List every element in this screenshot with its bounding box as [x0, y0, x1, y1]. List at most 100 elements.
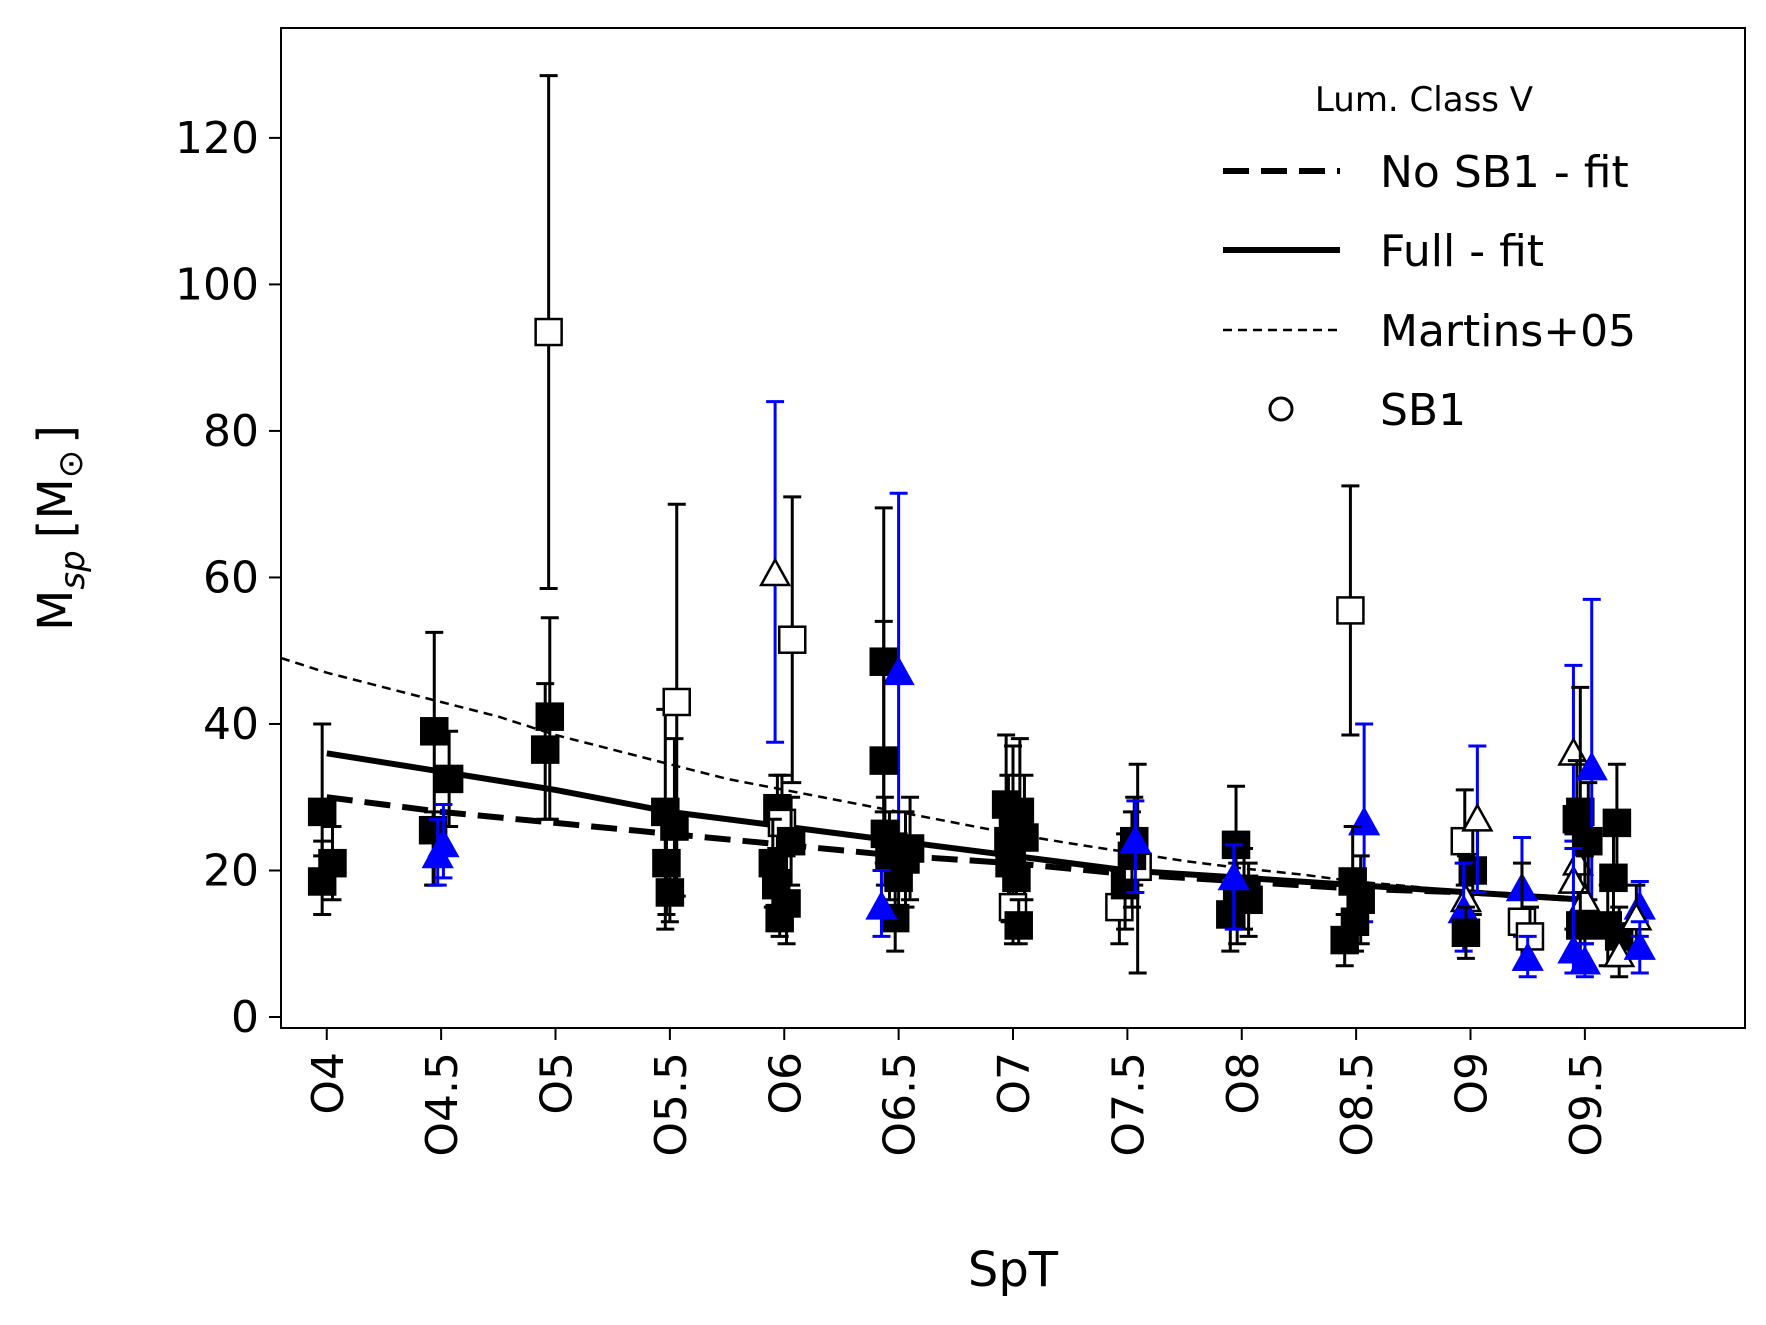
legend-title: Lum. Class V: [1315, 80, 1533, 120]
marker-square-56: [1336, 596, 1365, 625]
series-line-no-sb1-fit: [326, 794, 1586, 903]
y-axis-title-sun-symbol: ⊙: [51, 450, 91, 479]
marker-square-14: [662, 687, 691, 717]
x-tick-label-8: O8: [1218, 1052, 1269, 1115]
data-point-7: [427, 803, 460, 880]
marker-square-80: [1566, 911, 1595, 940]
marker-square-33: [895, 834, 925, 863]
legend-label-martins05: Martins+05: [1380, 306, 1636, 357]
data-point-10: [530, 682, 560, 821]
y-tick-label-80: 80: [203, 406, 259, 457]
data-point-15: [655, 854, 685, 924]
marker-square-5: [434, 764, 464, 794]
data-point-8: [534, 74, 563, 590]
legend: Lum. Class V No SB1 - fit Full - fit Mar…: [1223, 80, 1636, 436]
marker-square-41: [1002, 863, 1031, 893]
marker-triangle-77: [1575, 751, 1608, 781]
series-line-full-fit: [326, 750, 1586, 903]
data-point-5: [434, 729, 464, 829]
data-point-49: [1119, 799, 1152, 894]
marker-square-17: [778, 625, 807, 654]
y-axis-title: Msp [M⊙]: [28, 425, 93, 631]
data-point-54: [1234, 861, 1263, 938]
data-point-70: [1515, 905, 1545, 968]
data-point-34: [865, 868, 898, 938]
x-tick-label-11: O9.5: [1561, 1052, 1612, 1157]
x-tick-label-3: O5.5: [646, 1052, 697, 1157]
data-point-16: [758, 400, 792, 744]
marker-square-10: [530, 735, 560, 764]
marker-square-61: [1340, 907, 1370, 937]
marker-square-67: [1451, 918, 1481, 948]
marker-square-8: [534, 317, 563, 347]
marker-square-83: [1602, 808, 1632, 838]
data-point-82: [1568, 942, 1602, 979]
x-tick-label-2: O5: [532, 1052, 583, 1115]
x-axis-title: SpT: [968, 1242, 1059, 1298]
x-tick-label-6: O7: [989, 1052, 1040, 1115]
data-point-14: [662, 502, 691, 898]
marker-triangle-90: [1623, 930, 1656, 960]
x-tick-label-4: O6: [760, 1052, 811, 1115]
x-tick-label-7: O7.5: [1103, 1052, 1154, 1157]
marker-square-2: [318, 848, 347, 878]
y-tick-label-20: 20: [203, 845, 259, 896]
data-point-61: [1340, 890, 1370, 953]
y-tick-label-40: 40: [203, 699, 259, 750]
marker-triangle-79: [1568, 883, 1602, 913]
data-point-55: [1217, 843, 1250, 931]
x-tick-label-1: O4.5: [417, 1052, 468, 1157]
marker-square-13: [660, 812, 689, 841]
marker-triangle-82: [1568, 945, 1602, 975]
marker-square-43: [1004, 911, 1033, 940]
marker-square-23: [765, 903, 794, 933]
y-axis-title-sub: sp: [53, 550, 93, 589]
marker-triangle-71: [1511, 941, 1544, 971]
legend-label-sb1: SB1: [1380, 385, 1466, 436]
legend-swatch-sb1-circle: [1268, 396, 1294, 422]
marker-triangle-49: [1119, 824, 1152, 854]
x-axis-ticks: O4 O4.5 O5 O5.5 O6 O6.5 O7 O7.5 O8 O8.5 O9 O9.5: [303, 1028, 1612, 1157]
data-point-0: [307, 722, 337, 858]
series-line-martins-05: [280, 656, 1471, 894]
data-points: [307, 74, 1656, 979]
y-tick-label-120: 120: [175, 113, 259, 164]
y-axis-ticks: 0 20 40 60 80 100 120: [175, 113, 281, 1043]
x-tick-label-0: O4: [303, 1052, 354, 1115]
marker-square-0: [307, 797, 337, 827]
y-axis-title-main: M: [28, 590, 84, 631]
fit-lines: [280, 656, 1586, 903]
data-point-17: [778, 495, 807, 785]
y-axis-title-unit-close: ]: [28, 425, 84, 444]
marker-triangle-16: [758, 557, 792, 587]
y-tick-label-60: 60: [203, 552, 259, 603]
marker-triangle-34: [865, 890, 898, 920]
data-point-90: [1623, 920, 1656, 975]
marker-triangle-64: [1461, 802, 1494, 832]
marker-square-27: [869, 746, 899, 775]
marker-square-24: [776, 826, 806, 856]
data-point-33: [895, 795, 925, 902]
data-point-67: [1451, 905, 1481, 960]
y-tick-label-0: 0: [231, 992, 259, 1043]
marker-square-78: [1574, 826, 1603, 856]
y-axis-title-unit-open: [M: [28, 478, 84, 538]
legend-label-no-sb1-fit: No SB1 - fit: [1380, 147, 1629, 198]
data-point-23: [765, 883, 794, 938]
marker-triangle-55: [1217, 861, 1250, 891]
data-point-71: [1511, 934, 1544, 979]
marker-square-84: [1599, 863, 1628, 893]
x-tick-label-9: O8.5: [1332, 1052, 1383, 1157]
marker-triangle-26: [882, 656, 915, 686]
data-point-64: [1461, 744, 1494, 894]
marker-square-9: [535, 702, 565, 731]
x-tick-label-10: O9: [1447, 1052, 1498, 1115]
y-tick-label-100: 100: [175, 259, 259, 310]
x-tick-label-5: O6.5: [875, 1052, 926, 1157]
data-point-24: [776, 795, 806, 887]
legend-label-full-fit: Full - fit: [1380, 226, 1544, 277]
marker-square-15: [655, 878, 685, 907]
marker-triangle-7: [427, 828, 460, 858]
data-point-56: [1336, 484, 1365, 737]
